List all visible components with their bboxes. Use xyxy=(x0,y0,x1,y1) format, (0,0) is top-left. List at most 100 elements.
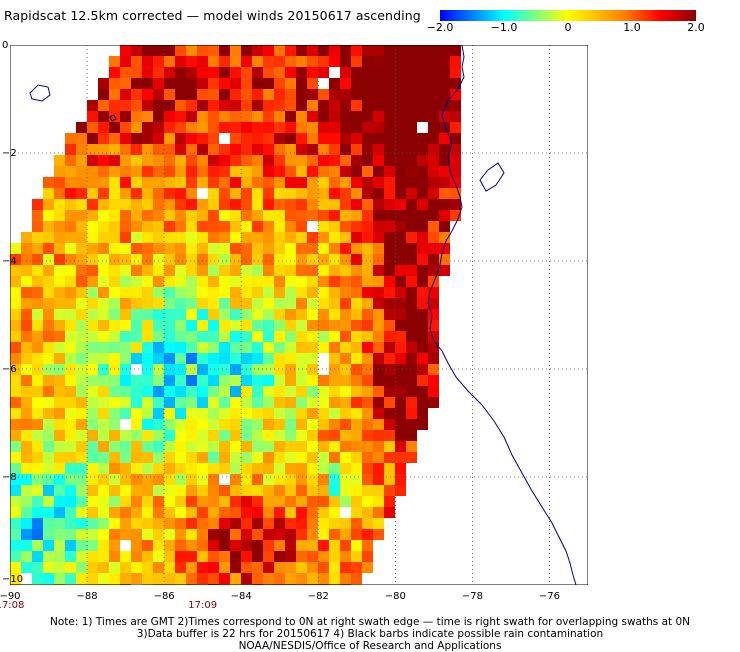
wind-cell xyxy=(142,353,153,364)
wind-cell xyxy=(76,188,87,199)
wind-cell xyxy=(10,562,21,573)
wind-cell xyxy=(417,210,428,221)
wind-cell xyxy=(120,320,131,331)
wind-cell xyxy=(406,265,417,276)
wind-cell xyxy=(274,78,285,89)
wind-cell xyxy=(142,529,153,540)
wind-cell xyxy=(10,254,21,265)
wind-cell xyxy=(428,144,439,155)
wind-cell xyxy=(373,166,384,177)
wind-cell xyxy=(153,221,164,232)
wind-cell xyxy=(285,166,296,177)
wind-cell xyxy=(362,56,373,67)
wind-cell xyxy=(142,89,153,100)
wind-cell xyxy=(417,243,428,254)
wind-cell xyxy=(186,408,197,419)
wind-cell xyxy=(208,111,219,122)
wind-cell xyxy=(120,78,131,89)
wind-cell xyxy=(175,133,186,144)
wind-cell xyxy=(252,122,263,133)
wind-cell xyxy=(395,210,406,221)
wind-cell xyxy=(21,309,32,320)
wind-cell xyxy=(131,331,142,342)
wind-cell xyxy=(340,298,351,309)
wind-cell xyxy=(76,452,87,463)
wind-cell xyxy=(230,78,241,89)
wind-cell xyxy=(76,265,87,276)
wind-cell xyxy=(164,430,175,441)
wind-cell xyxy=(65,364,76,375)
wind-cell xyxy=(109,265,120,276)
wind-cell xyxy=(153,342,164,353)
wind-cell xyxy=(32,562,43,573)
wind-cell xyxy=(175,375,186,386)
wind-cell xyxy=(54,276,65,287)
wind-cell xyxy=(98,89,109,100)
wind-cell xyxy=(10,309,21,320)
wind-cell xyxy=(76,232,87,243)
wind-cell xyxy=(219,485,230,496)
wind-cell xyxy=(21,331,32,342)
wind-cell xyxy=(263,551,274,562)
wind-cell xyxy=(153,276,164,287)
wind-cell xyxy=(10,243,21,254)
wind-cell xyxy=(175,485,186,496)
wind-cell xyxy=(208,441,219,452)
wind-cell xyxy=(142,408,153,419)
wind-cell xyxy=(241,573,252,584)
wind-cell xyxy=(164,408,175,419)
wind-cell xyxy=(241,342,252,353)
wind-cell xyxy=(142,463,153,474)
wind-cell xyxy=(164,518,175,529)
wind-cell xyxy=(175,496,186,507)
wind-cell xyxy=(252,287,263,298)
wind-cell xyxy=(406,166,417,177)
wind-cell xyxy=(318,529,329,540)
wind-cell xyxy=(307,452,318,463)
wind-cell xyxy=(318,133,329,144)
wind-cell xyxy=(164,56,175,67)
wind-cell xyxy=(263,111,274,122)
wind-cell xyxy=(109,232,120,243)
wind-cell xyxy=(274,298,285,309)
wind-cell xyxy=(98,573,109,584)
wind-cell xyxy=(219,243,230,254)
wind-cell xyxy=(307,144,318,155)
wind-cell xyxy=(362,100,373,111)
wind-cell xyxy=(65,485,76,496)
wind-cell xyxy=(197,452,208,463)
wind-cell xyxy=(329,375,340,386)
wind-cell xyxy=(120,441,131,452)
wind-cell xyxy=(296,441,307,452)
wind-cell xyxy=(296,265,307,276)
wind-cell xyxy=(43,408,54,419)
wind-cell xyxy=(109,298,120,309)
wind-cell xyxy=(439,243,450,254)
wind-cell xyxy=(131,342,142,353)
wind-cell xyxy=(208,254,219,265)
wind-cell xyxy=(274,353,285,364)
wind-cell xyxy=(373,111,384,122)
wind-cell xyxy=(329,188,340,199)
wind-cell xyxy=(395,177,406,188)
wind-cell xyxy=(87,177,98,188)
wind-cell xyxy=(263,56,274,67)
wind-cell xyxy=(307,78,318,89)
wind-cell xyxy=(208,408,219,419)
latitude-tick-label: −4 xyxy=(2,256,17,267)
wind-cell xyxy=(142,331,153,342)
wind-cell xyxy=(274,540,285,551)
wind-cell xyxy=(406,188,417,199)
wind-cell xyxy=(252,56,263,67)
wind-cell xyxy=(43,386,54,397)
wind-cell xyxy=(329,166,340,177)
wind-cell xyxy=(395,353,406,364)
wind-cell xyxy=(241,375,252,386)
wind-cell xyxy=(351,320,362,331)
wind-cell xyxy=(406,320,417,331)
wind-cell xyxy=(87,529,98,540)
wind-cell xyxy=(43,573,54,584)
wind-cell xyxy=(351,155,362,166)
wind-cell xyxy=(395,408,406,419)
wind-cell xyxy=(274,177,285,188)
